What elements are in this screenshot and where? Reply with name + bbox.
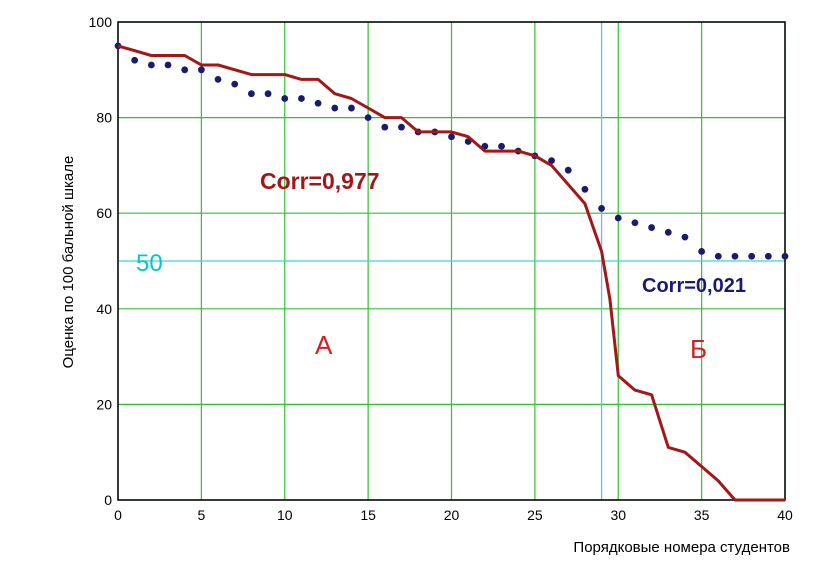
annotation-fifty: 50: [136, 250, 163, 277]
y-tick-label-2: 40: [96, 301, 112, 317]
dot-point-17: [398, 123, 405, 131]
dot-point-20: [448, 133, 455, 141]
x-tick-labels: 0 5 10 15 20 25 30 35 40: [114, 507, 793, 523]
dot-point-6: [214, 75, 222, 83]
dot-point-28: [581, 185, 589, 193]
x-tick-label-0: 0: [114, 507, 122, 523]
x-tick-label-1: 5: [197, 507, 205, 523]
dot-point-36: [714, 252, 722, 260]
y-tick-label-3: 60: [96, 205, 112, 221]
dot-point-16: [381, 123, 389, 131]
x-tick-label-2: 10: [277, 507, 293, 523]
dot-point-30: [614, 214, 622, 222]
dot-point-38: [748, 252, 756, 260]
plot-frame: [117, 21, 786, 501]
x-tick-label-5: 25: [527, 507, 543, 523]
annotation-corr-line: Corr=0,977: [260, 168, 380, 194]
dot-point-23: [498, 142, 505, 150]
dot-point-3: [164, 61, 172, 69]
reference-lines: [118, 22, 785, 500]
dot-point-9: [264, 90, 272, 98]
dot-point-31: [631, 219, 639, 227]
dot-point-29: [598, 205, 605, 212]
x-tick-label-8: 40: [777, 507, 793, 523]
dot-point-35: [698, 248, 706, 255]
dot-point-10: [281, 95, 289, 102]
y-axis-label: Оценка по 100 бальной шкале: [60, 156, 77, 369]
dot-point-13: [331, 104, 339, 112]
dot-point-34: [681, 233, 689, 241]
dot-point-27: [564, 166, 572, 174]
y-tick-labels: 0 20 40 60 80 100: [89, 14, 113, 508]
dot-point-2: [147, 61, 155, 69]
x-axis-label: Порядковые номера студентов: [573, 539, 790, 556]
dot-point-15: [364, 114, 372, 121]
dot-point-40: [781, 252, 789, 260]
x-tick-label-6: 30: [610, 507, 626, 523]
y-tick-label-1: 20: [96, 396, 112, 412]
x-tick-label-3: 15: [360, 507, 376, 523]
x-tick-label-7: 35: [694, 507, 710, 523]
dot-point-33: [664, 228, 672, 236]
dot-point-5: [197, 66, 205, 74]
dot-point-37: [731, 252, 739, 260]
dot-point-32: [648, 224, 655, 231]
y-tick-label-0: 0: [104, 492, 112, 508]
dot-point-1: [131, 56, 139, 64]
dot-point-8: [248, 90, 255, 98]
y-tick-label-5: 100: [89, 14, 113, 30]
dot-point-39: [764, 252, 772, 260]
series-line: [117, 44, 785, 502]
dot-point-4: [181, 66, 189, 74]
annotation-corr-dots: Corr=0,021: [642, 275, 746, 297]
dot-point-14: [348, 104, 355, 112]
annotation-region-b: Б: [690, 334, 707, 364]
dot-point-7: [231, 80, 239, 88]
x-tick-label-4: 20: [444, 507, 460, 523]
dot-point-11: [298, 95, 305, 102]
y-tick-label-4: 80: [96, 110, 112, 126]
annotation-region-a: А: [315, 330, 333, 360]
dot-point-26: [548, 157, 555, 165]
dot-point-12: [314, 99, 322, 107]
